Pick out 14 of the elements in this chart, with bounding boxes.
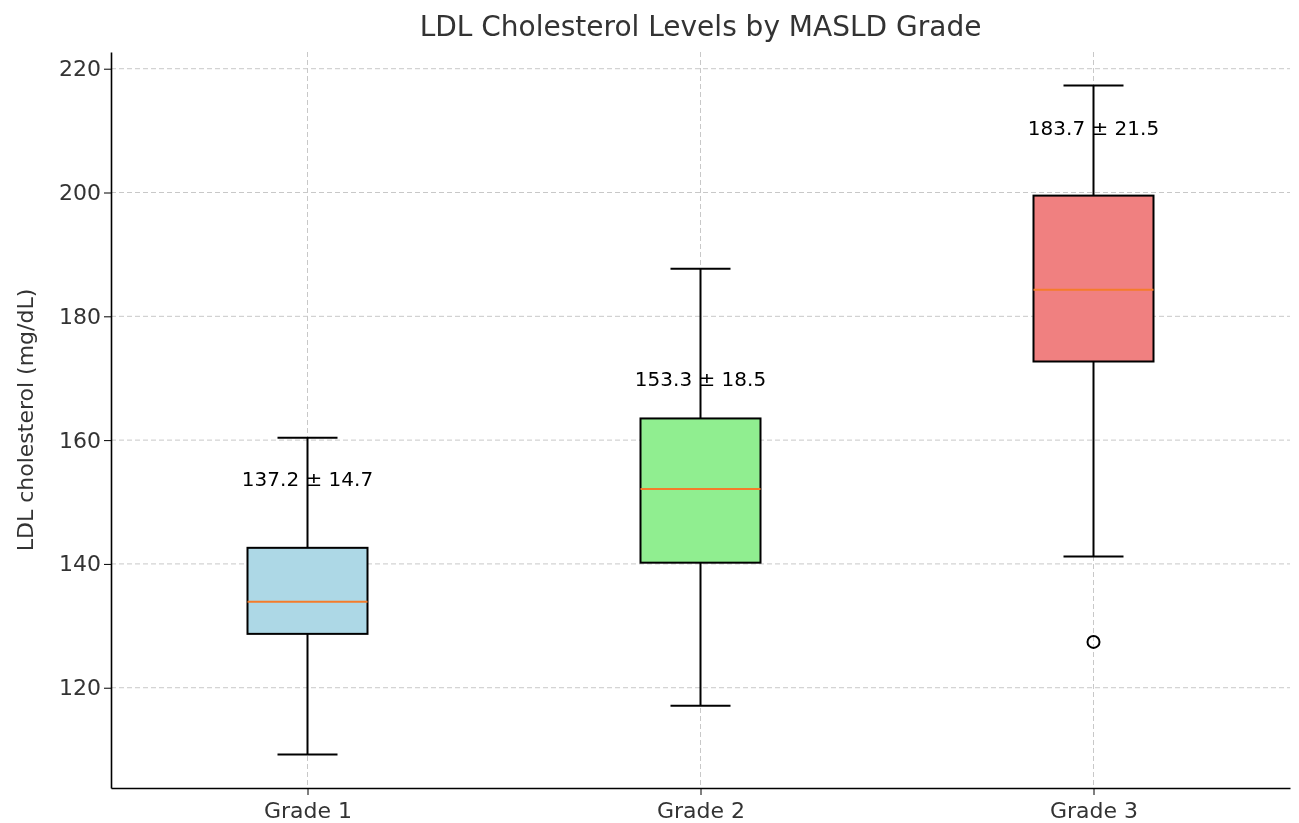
x-tick-label: Grade 1 xyxy=(263,797,353,823)
y-tick-label: 180 xyxy=(59,303,101,329)
y-axis-title: LDL cholesterol (mg/dL) xyxy=(13,288,38,552)
y-tick-label: 220 xyxy=(59,56,101,82)
chart-title: LDL Cholesterol Levels by MASLD Grade xyxy=(419,10,982,43)
y-tick-label: 120 xyxy=(59,675,101,701)
annotation: 137.2 ± 14.7 xyxy=(241,467,374,492)
x-tick-label: Grade 2 xyxy=(656,797,746,823)
annotation: 153.3 ± 18.5 xyxy=(634,367,767,392)
y-tick-label: 200 xyxy=(59,180,101,206)
y-tick-label: 140 xyxy=(59,551,101,577)
annotation: 183.7 ± 21.5 xyxy=(1027,116,1160,141)
y-tick-label: 160 xyxy=(59,427,101,453)
x-tick-label: Grade 3 xyxy=(1049,797,1139,823)
